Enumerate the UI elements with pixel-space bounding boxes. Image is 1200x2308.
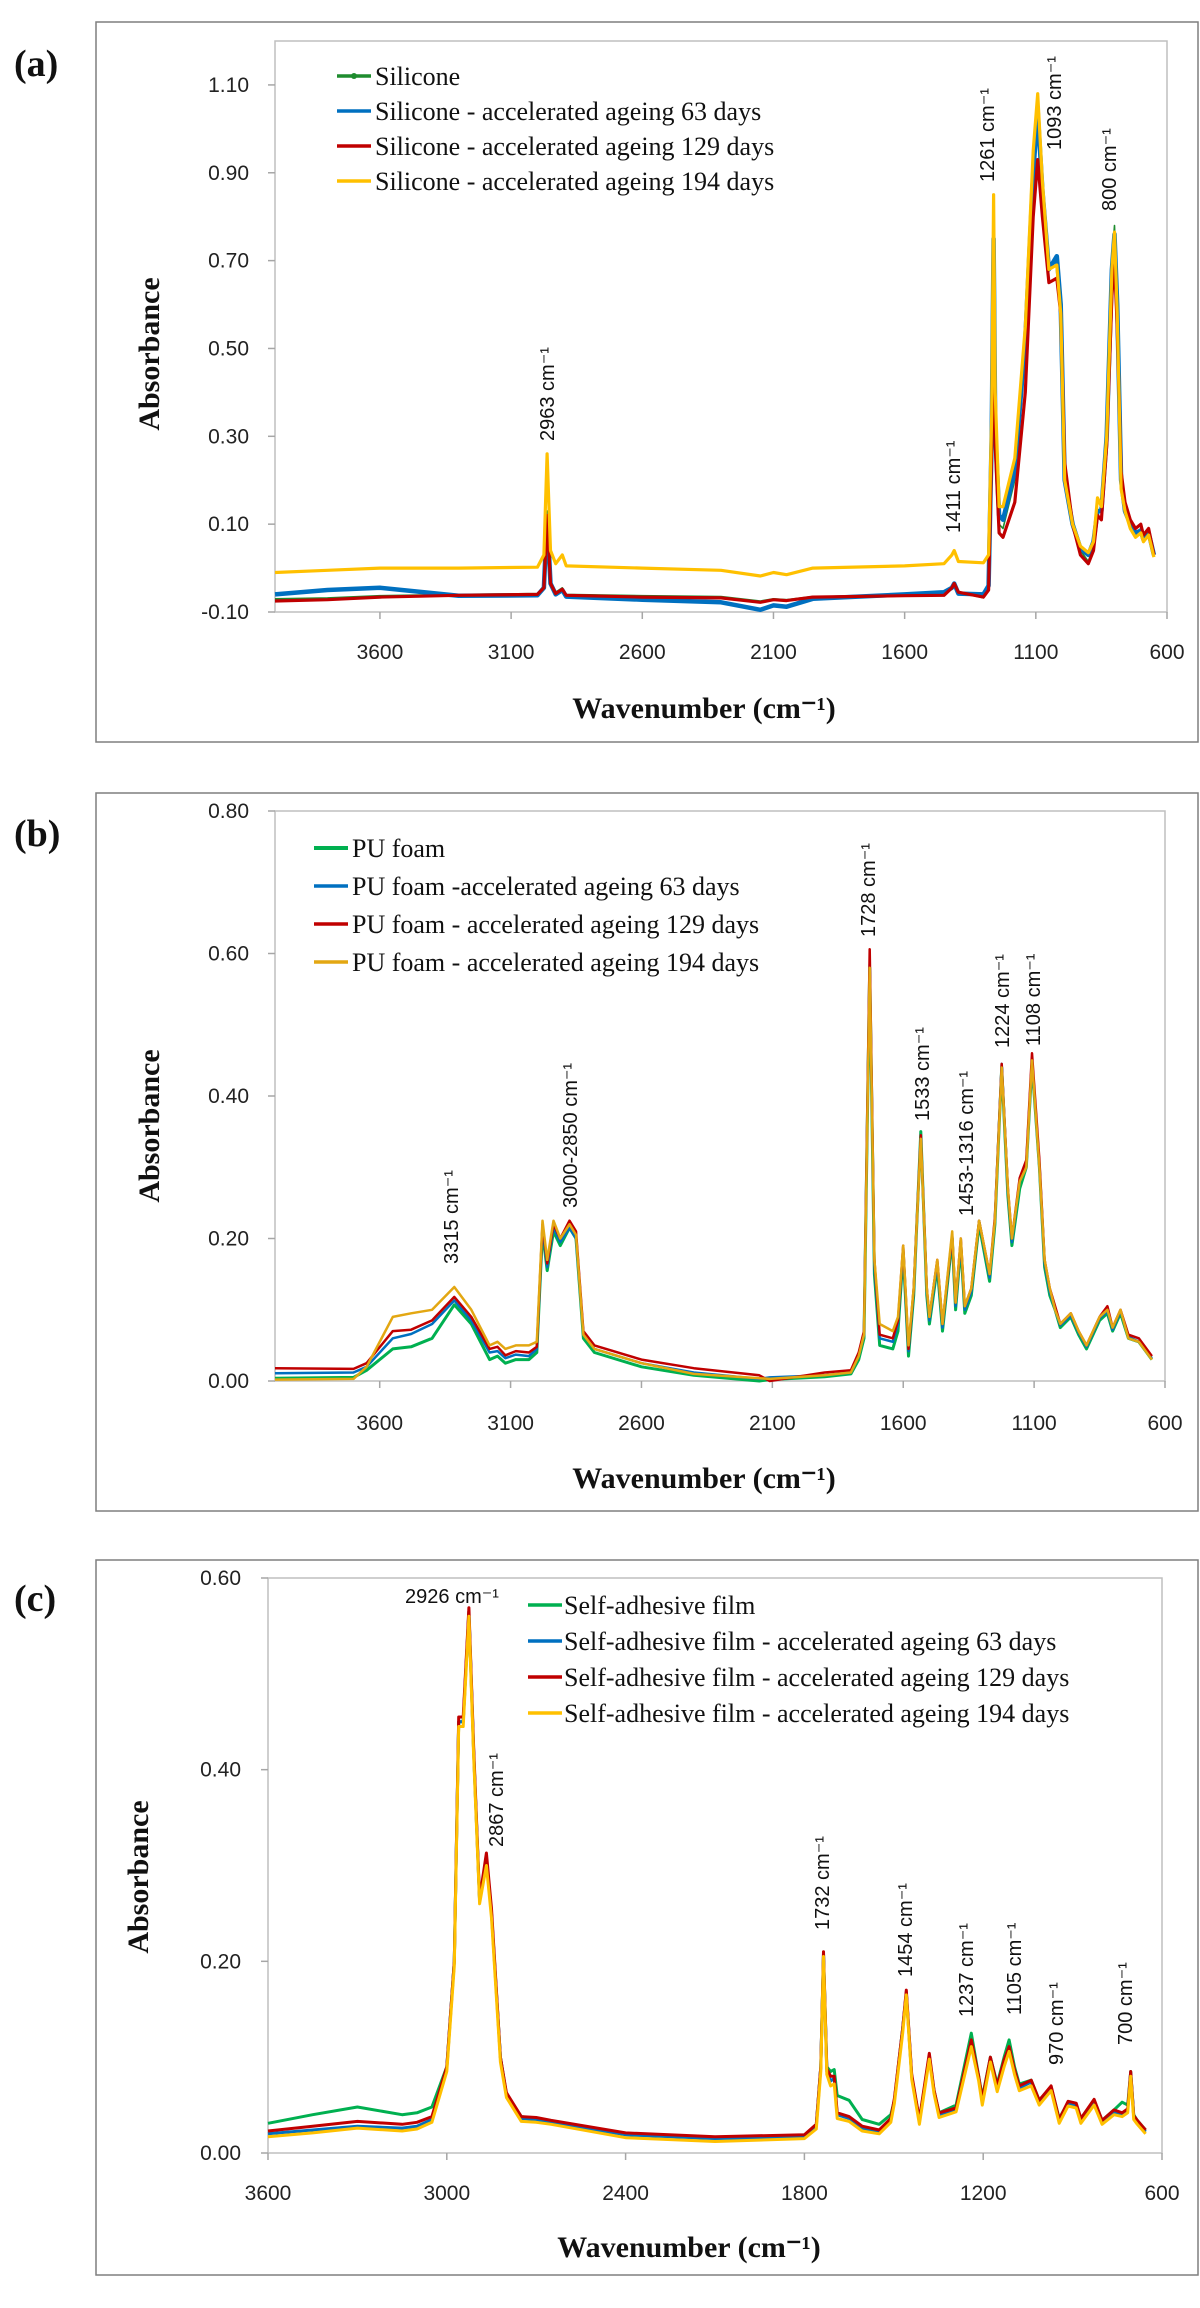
peak-annotation: 700 cm⁻¹ <box>1115 1962 1137 2045</box>
legend-entry: Self-adhesive film - accelerated ageing … <box>564 1663 1069 1692</box>
legend-entry: Silicone - accelerated ageing 63 days <box>375 97 761 126</box>
x-tick-label: 3600 <box>357 641 404 664</box>
legend-entry: Silicone - accelerated ageing 129 days <box>375 132 774 161</box>
x-tick-label: 2100 <box>750 641 797 664</box>
x-tick-label: 1800 <box>781 2182 828 2205</box>
panel-label: (c) <box>14 1578 56 1620</box>
y-tick-label: 1.10 <box>208 74 249 97</box>
y-tick-label: 0.00 <box>208 1370 249 1393</box>
series-line-3 <box>274 947 1153 1383</box>
peak-annotation: 1261 cm⁻¹ <box>977 88 999 182</box>
panel-frame <box>95 792 1199 1512</box>
peak-annotation: 1728 cm⁻¹ <box>858 843 880 937</box>
series-line-4 <box>274 92 1156 578</box>
peak-annotation: 2926 cm⁻¹ <box>405 1586 499 1608</box>
legend: PU foam PU foam -accelerated ageing 63 da… <box>314 834 759 977</box>
peak-annotation: 3000-2850 cm⁻¹ <box>560 1063 582 1208</box>
y-axis-title: Absorbance <box>133 277 166 430</box>
series-line-4 <box>267 1614 1147 2143</box>
peak-annotation: 3315 cm⁻¹ <box>441 1170 463 1264</box>
y-tick-label: 0.60 <box>200 1567 241 1590</box>
x-tick-label: 1100 <box>1013 641 1058 664</box>
peak-annotation: 1093 cm⁻¹ <box>1044 56 1066 150</box>
y-tick-label: -0.10 <box>201 601 249 624</box>
legend-entry: PU foam - accelerated ageing 194 days <box>352 948 759 977</box>
panel-c: (c) 3600 3000 2400 1800 1200 600 0.00 0.20 0.40 0.… <box>14 1559 1199 2276</box>
legend-entry: Silicone - accelerated ageing 194 days <box>375 167 774 196</box>
peak-annotation: 1108 cm⁻¹ <box>1023 953 1045 1046</box>
y-tick-label: 0.30 <box>208 425 249 448</box>
peak-annotation: 1411 cm⁻¹ <box>943 440 965 533</box>
legend-entry: PU foam - accelerated ageing 129 days <box>352 910 759 939</box>
x-tick-label: 3100 <box>488 641 535 664</box>
series-line-4 <box>274 966 1153 1381</box>
peak-annotation: 2963 cm⁻¹ <box>537 347 559 441</box>
y-tick-label: 0.40 <box>208 1085 249 1108</box>
y-tick-label: 0.20 <box>208 1228 249 1251</box>
peak-annotation: 1533 cm⁻¹ <box>912 1027 934 1121</box>
y-tick-label: 0.80 <box>208 800 249 823</box>
x-tick-label: 600 <box>1144 2182 1179 2205</box>
legend-entry: Self-adhesive film <box>564 1591 755 1620</box>
y-axis-title: Absorbance <box>122 1800 155 1953</box>
peak-annotation: 1224 cm⁻¹ <box>992 954 1014 1048</box>
legend-marker <box>351 73 357 79</box>
x-tick-label: 2400 <box>602 2182 649 2205</box>
peak-annotation: 800 cm⁻¹ <box>1099 128 1121 211</box>
x-tick-label: 3100 <box>487 1412 534 1435</box>
x-tick-label: 3000 <box>423 2182 470 2205</box>
panel-a: (a) 3600 3100 2600 2100 1600 1100 600 -0.10 0.10 0… <box>14 21 1199 743</box>
peak-annotation: 1237 cm⁻¹ <box>956 1923 978 2017</box>
panel-label: (a) <box>14 43 58 85</box>
x-tick-label: 600 <box>1147 1412 1182 1435</box>
panel-frame <box>95 21 1199 743</box>
peak-annotation: 1105 cm⁻¹ <box>1004 1922 1026 2015</box>
y-tick-label: 0.00 <box>200 2142 241 2165</box>
plot-area <box>274 40 1168 613</box>
x-tick-label: 3600 <box>356 1412 403 1435</box>
y-tick-label: 0.70 <box>208 250 249 273</box>
peak-annotation: 1732 cm⁻¹ <box>812 1836 834 1930</box>
legend: Self-adhesive film Self-adhesive film - a… <box>528 1591 1069 1728</box>
panel-frame <box>95 1559 1199 2276</box>
x-tick-label: 1600 <box>880 1412 927 1435</box>
peak-annotation: 1454 cm⁻¹ <box>895 1883 917 1977</box>
peak-annotation: 2867 cm⁻¹ <box>486 1753 508 1847</box>
y-tick-label: 0.50 <box>208 337 249 360</box>
panel-b: (b) 3600 3100 2600 2100 1600 1100 600 0.00 0.20 0.… <box>14 792 1199 1512</box>
x-tick-label: 1600 <box>881 641 928 664</box>
legend-entry: PU foam <box>352 834 445 863</box>
y-tick-label: 0.40 <box>200 1759 241 1782</box>
peak-annotation: 970 cm⁻¹ <box>1046 1982 1068 2065</box>
x-tick-label: 2100 <box>749 1412 796 1435</box>
legend-entry: Silicone <box>375 62 460 91</box>
legend-entry: PU foam -accelerated ageing 63 days <box>352 872 740 901</box>
y-axis-title: Absorbance <box>133 1049 166 1202</box>
legend-entry: Self-adhesive film - accelerated ageing … <box>564 1699 1069 1728</box>
x-tick-label: 1200 <box>960 2182 1007 2205</box>
plot-area <box>267 1577 1163 2154</box>
x-tick-label: 2600 <box>619 641 666 664</box>
y-tick-label: 0.60 <box>208 943 249 966</box>
x-axis-title: Wavenumber (cm⁻¹) <box>572 1462 835 1495</box>
x-axis-title: Wavenumber (cm⁻¹) <box>572 692 835 725</box>
legend-entry: Self-adhesive film - accelerated ageing … <box>564 1627 1056 1656</box>
panel-label: (b) <box>14 813 60 855</box>
x-tick-label: 1100 <box>1012 1412 1057 1435</box>
y-tick-label: 0.10 <box>208 513 249 536</box>
x-axis-title: Wavenumber (cm⁻¹) <box>557 2231 820 2264</box>
x-tick-label: 600 <box>1149 641 1184 664</box>
series-line-2 <box>274 962 1153 1381</box>
y-tick-label: 0.90 <box>208 162 249 185</box>
y-tick-label: 0.20 <box>200 1950 241 1973</box>
legend: Silicone Silicone - accelerated ageing 63… <box>337 62 774 196</box>
x-tick-label: 3600 <box>245 2182 292 2205</box>
peak-annotation: 1453-1316 cm⁻¹ <box>956 1071 978 1216</box>
x-tick-label: 2600 <box>618 1412 665 1435</box>
